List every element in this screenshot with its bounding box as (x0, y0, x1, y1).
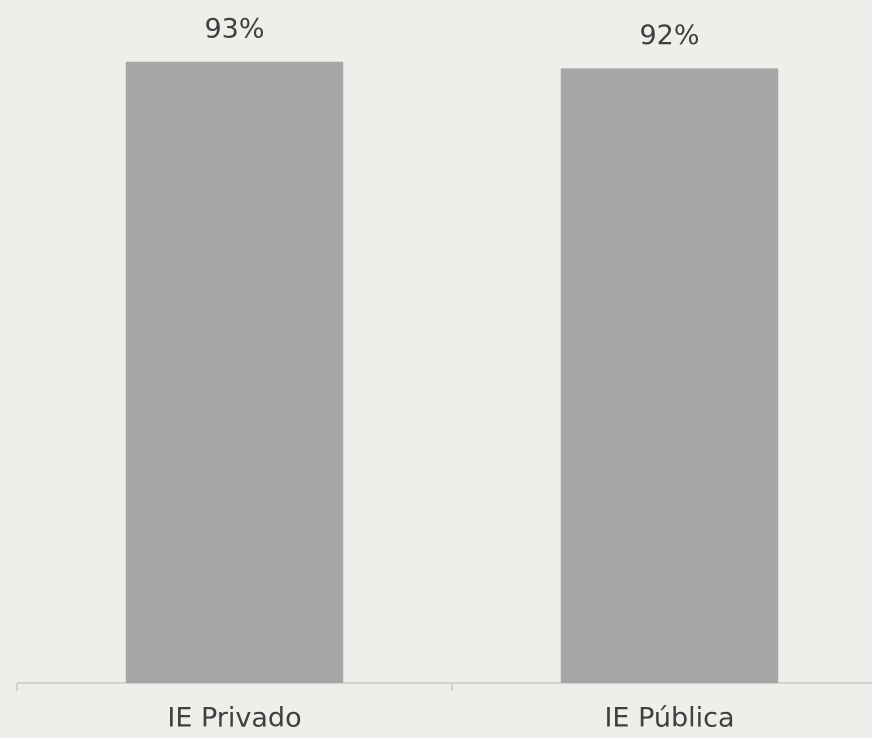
bar (561, 68, 779, 683)
x-tick-label: IE Pública (604, 703, 734, 734)
value-label: 92% (639, 20, 699, 51)
page: {"chart_data": {"type": "bar", "categori… (0, 0, 872, 738)
bar (126, 62, 344, 683)
value-label: 93% (204, 13, 264, 44)
chart: IE Privado 93% IE Pública 92% (0, 0, 872, 738)
x-tick-label: IE Privado (167, 703, 301, 734)
